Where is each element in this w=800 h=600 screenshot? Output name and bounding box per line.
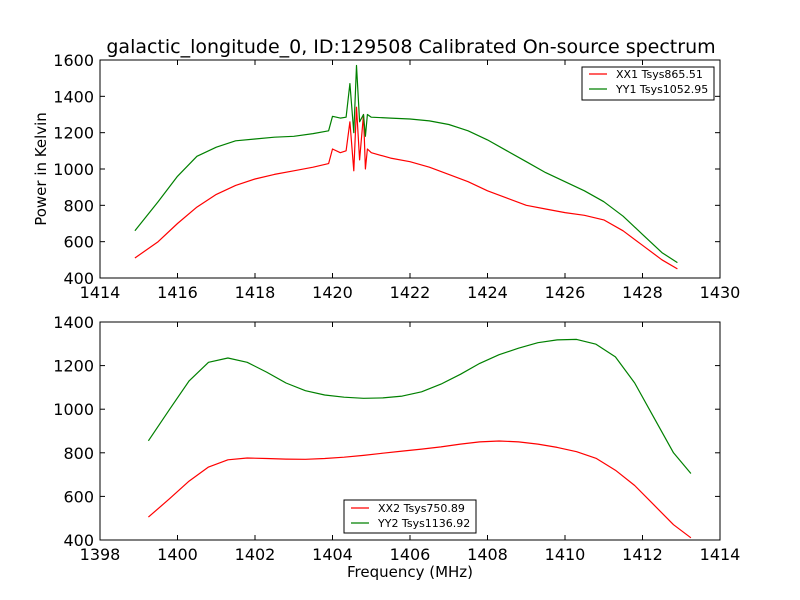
top-panel: 1414 1416 1418 1420 1422 1424 1426 1428 1430 400 6… (32, 51, 740, 302)
top-legend-label-yy1: YY1 Tsys1052.95 (615, 83, 708, 96)
bottom-x-tick-label: 1400 (157, 545, 198, 564)
top-x-tick-label: 1424 (467, 283, 508, 302)
bottom-y-tick-label: 800 (63, 444, 94, 463)
top-y-axis-label: Power in Kelvin (32, 112, 50, 226)
bottom-x-tick-label: 1406 (390, 545, 431, 564)
top-y-tick-label: 600 (63, 233, 94, 252)
top-x-tick-label: 1422 (390, 283, 431, 302)
bottom-x-tick-label: 1398 (80, 545, 121, 564)
top-y-tick-label: 400 (63, 269, 94, 288)
top-legend-box (581, 66, 715, 101)
bottom-x-tick-label: 1404 (312, 545, 353, 564)
top-x-tick-label: 1418 (235, 283, 276, 302)
top-y-tick-label: 1200 (53, 124, 94, 143)
bottom-series-line-1 (147, 338, 692, 474)
bottom-axis-ticks: 1398 1400 1402 1404 1406 1408 1410 1412 1414 400 6… (53, 313, 740, 564)
bottom-panel: 1398 1400 1402 1404 1406 1408 1410 1412 1414 400 6… (53, 313, 740, 581)
top-x-tick-label: 1414 (80, 283, 121, 302)
bottom-x-tick-label: 1410 (545, 545, 586, 564)
top-x-tick-label: 1420 (312, 283, 353, 302)
top-series-line-0 (134, 106, 678, 270)
bottom-y-tick-label: 400 (63, 531, 94, 550)
bottom-x-tick-label: 1414 (700, 545, 741, 564)
bottom-x-tick-label: 1402 (235, 545, 276, 564)
top-y-tick-label: 1000 (53, 160, 94, 179)
bottom-plot-frame (99, 321, 721, 541)
top-x-tick-label: 1426 (545, 283, 586, 302)
chart-title: galactic_longitude_0, ID:129508 Calibrat… (106, 36, 715, 58)
top-x-tick-label: 1430 (700, 283, 741, 302)
bottom-legend-box (343, 499, 477, 534)
top-x-tick-label: 1416 (157, 283, 198, 302)
bottom-y-tick-label: 600 (63, 487, 94, 506)
top-axis-ticks: 1414 1416 1418 1420 1422 1424 1426 1428 1430 400 6… (53, 51, 740, 302)
top-plot-frame (99, 59, 721, 279)
bottom-y-tick-label: 1400 (53, 313, 94, 332)
bottom-legend: XX2 Tsys750.89 YY2 Tsys1136.92 (343, 499, 477, 534)
top-y-tick-label: 800 (63, 196, 94, 215)
bottom-x-axis-label: Frequency (MHz) (347, 563, 473, 581)
top-y-tick-label: 1600 (53, 51, 94, 70)
top-x-tick-label: 1428 (622, 283, 663, 302)
bottom-y-tick-label: 1200 (53, 357, 94, 376)
bottom-series-lines (147, 338, 692, 539)
bottom-legend-label-xx2: XX2 Tsys750.89 (378, 502, 465, 515)
top-y-tick-label: 1400 (53, 87, 94, 106)
bottom-legend-label-yy2: YY2 Tsys1136.92 (377, 517, 470, 530)
bottom-y-tick-label: 1000 (53, 400, 94, 419)
top-legend-label-xx1: XX1 Tsys865.51 (616, 68, 703, 81)
top-series-lines (134, 64, 678, 270)
bottom-series-line-0 (148, 440, 692, 539)
bottom-x-tick-label: 1408 (467, 545, 508, 564)
top-series-line-1 (134, 64, 678, 264)
bottom-x-tick-label: 1412 (622, 545, 663, 564)
top-legend: XX1 Tsys865.51 YY1 Tsys1052.95 (581, 66, 715, 101)
